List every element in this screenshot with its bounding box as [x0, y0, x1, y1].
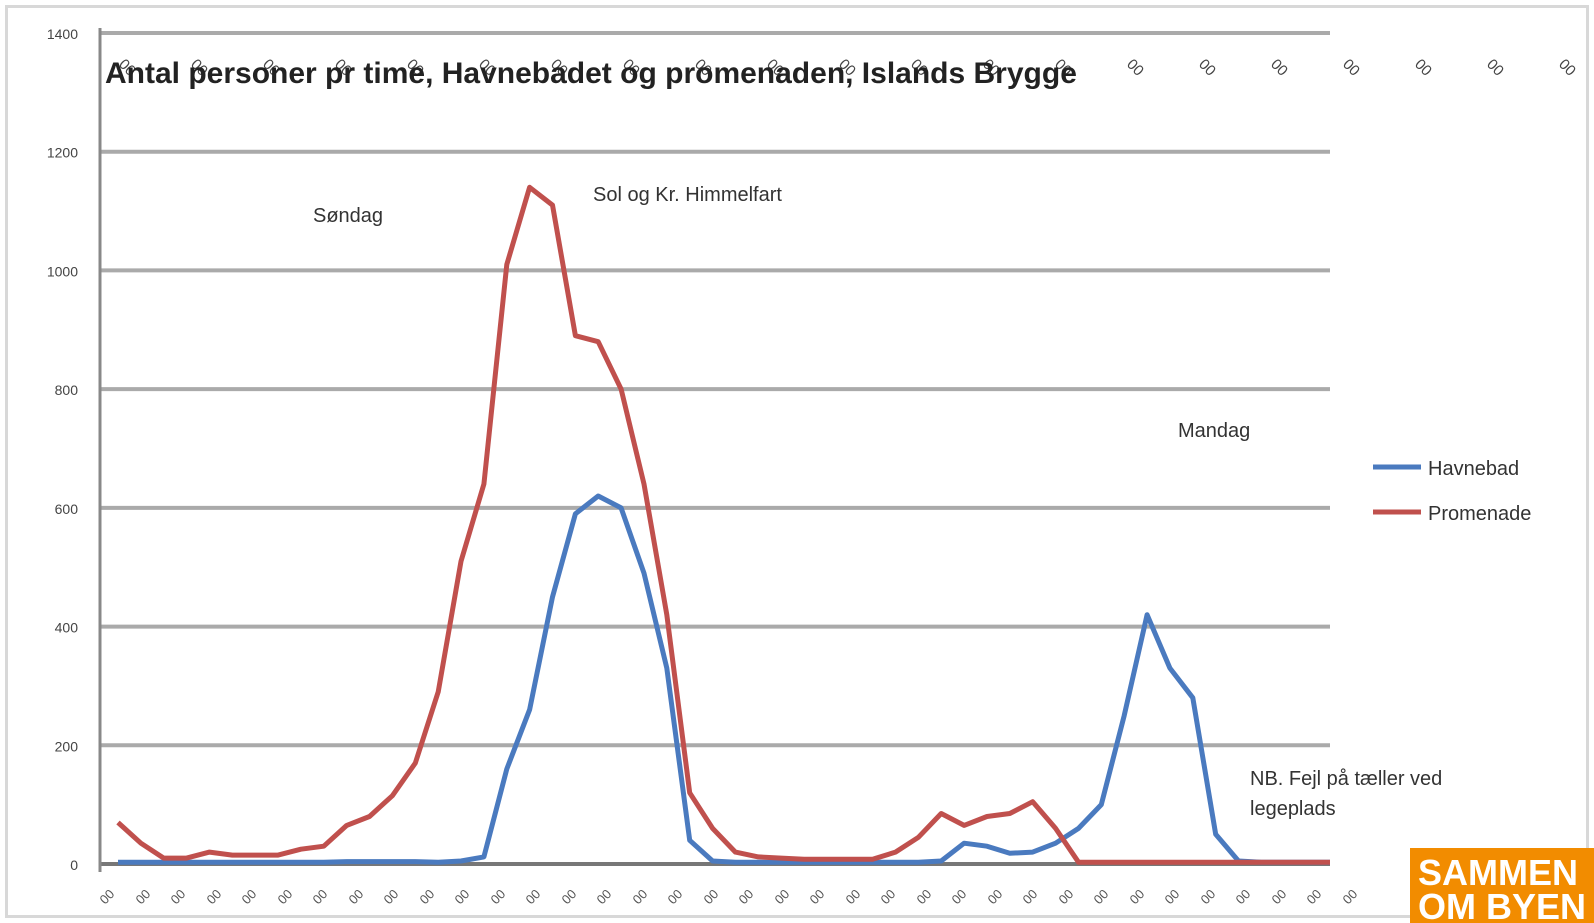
x-tick-label: 00	[701, 886, 722, 907]
x-tick-label: 00	[275, 886, 296, 907]
legend: Havnebad Promenade	[1373, 458, 1531, 525]
x-tick-label: 00	[133, 886, 154, 907]
x-tick-label: 00	[381, 886, 402, 907]
x-tick-label: 00	[949, 886, 970, 907]
x-tick-label-top: 00	[1339, 56, 1363, 80]
x-tick-label: 00	[488, 886, 509, 907]
x-tick-label: 00	[665, 886, 686, 907]
x-tick-label: 00	[807, 886, 828, 907]
brand-logo: SAMMEN OM BYEN	[1410, 848, 1594, 923]
x-tick-label: 00	[1304, 886, 1325, 907]
chart-frame	[5, 5, 1589, 918]
x-tick-label: 00	[878, 886, 899, 907]
y-tick-label: 1400	[47, 26, 78, 42]
x-tick-label: 00	[843, 886, 864, 907]
x-tick-label: 00	[417, 886, 438, 907]
series-line-promenade	[116, 184, 1330, 865]
x-tick-label: 00	[1056, 886, 1077, 907]
y-tick-label: 200	[55, 738, 79, 754]
x-tick-label: 00	[1340, 886, 1361, 907]
y-tick-label: 0	[70, 857, 78, 873]
series-lines	[116, 184, 1330, 865]
annotation-mandag: Mandag	[1178, 420, 1250, 442]
x-axis: 00 00 00 00 00 00 00 00 00 00 00 00 00 00 00 00 00 00 00 00…	[97, 886, 1361, 907]
x-tick-label: 00	[594, 886, 615, 907]
x-tick-label-top: 00	[1555, 56, 1579, 80]
x-tick-label: 00	[97, 886, 118, 907]
y-tick-label: 800	[55, 382, 79, 398]
legend-label-havnebad: Havnebad	[1428, 458, 1519, 480]
x-tick-label: 00	[914, 886, 935, 907]
x-tick-label: 00	[985, 886, 1006, 907]
x-tick-label: 00	[239, 886, 260, 907]
x-tick-label: 00	[523, 886, 544, 907]
y-tick-label: 400	[55, 620, 79, 636]
x-tick-label: 00	[772, 886, 793, 907]
annotation-note-wrapper: NB. Fejl på tæller ved legeplads	[1250, 768, 1443, 820]
annotation-sondag: Søndag	[313, 205, 383, 227]
x-tick-label-top: 00	[1123, 56, 1147, 80]
x-tick-label: 00	[630, 886, 651, 907]
x-tick-label: 00	[310, 886, 331, 907]
x-tick-label: 00	[1162, 886, 1183, 907]
x-tick-label: 00	[346, 886, 367, 907]
y-tick-label: 600	[55, 501, 79, 517]
x-tick-label-top: 00	[1267, 56, 1291, 80]
x-tick-label: 00	[1233, 886, 1254, 907]
gridlines	[100, 31, 1330, 866]
x-tick-label: 00	[736, 886, 757, 907]
legend-label-promenade: Promenade	[1428, 503, 1531, 525]
x-tick-label-top: 00	[1483, 56, 1507, 80]
x-tick-label: 00	[559, 886, 580, 907]
annotation-sol-kr-himmelfart: Sol og Kr. Himmelfart	[593, 184, 782, 206]
x-tick-label: 00	[204, 886, 225, 907]
x-tick-label: 00	[1127, 886, 1148, 907]
x-tick-label-top: 00	[1195, 56, 1219, 80]
x-tick-label: 00	[1020, 886, 1041, 907]
brand-line-2: OM BYEN	[1418, 886, 1587, 923]
x-tick-label: 00	[452, 886, 473, 907]
x-tick-label: 00	[1198, 886, 1219, 907]
brand-line-1: SAMMEN	[1418, 852, 1578, 893]
x-tick-label: 00	[1269, 886, 1290, 907]
x-tick-label: 00	[1091, 886, 1112, 907]
x-tick-label-top: 00	[1411, 56, 1435, 80]
x-tick-label: 00	[168, 886, 189, 907]
y-tick-label: 1200	[47, 145, 78, 161]
y-tick-label: 1000	[47, 263, 78, 279]
y-axis: 0 200 400 600 800 1000 1200 1400	[47, 26, 102, 873]
annotation-fejl-taeller: NB. Fejl på tæller ved legeplads	[1250, 768, 1443, 820]
chart-title: Antal personer pr time, Havnebadet og pr…	[105, 57, 1077, 90]
series-line-havnebad	[118, 493, 1330, 865]
